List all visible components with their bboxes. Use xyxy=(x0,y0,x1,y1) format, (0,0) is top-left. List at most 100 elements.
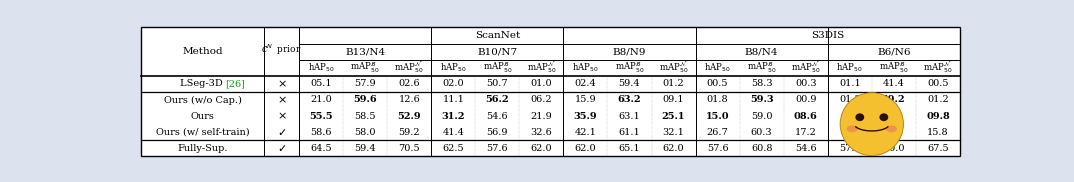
Text: mAP$^{\mathcal{B}}_{50}$: mAP$^{\mathcal{B}}_{50}$ xyxy=(614,61,644,75)
Text: 58.3: 58.3 xyxy=(751,79,772,88)
Text: 50.0: 50.0 xyxy=(883,144,904,153)
Text: $\times$: $\times$ xyxy=(277,95,287,105)
Text: LSeg-3D: LSeg-3D xyxy=(179,79,226,88)
Text: mAP$^{\mathcal{N}}_{50}$: mAP$^{\mathcal{N}}_{50}$ xyxy=(394,60,424,75)
Text: S3DIS: S3DIS xyxy=(811,31,844,40)
Text: 09.1: 09.1 xyxy=(663,96,684,104)
Text: 08.6: 08.6 xyxy=(794,112,817,121)
Text: 15.0: 15.0 xyxy=(706,112,729,121)
Text: B8/N9: B8/N9 xyxy=(613,47,647,56)
Text: 00.9: 00.9 xyxy=(795,96,816,104)
Text: 02.0: 02.0 xyxy=(442,79,464,88)
Text: 06.2: 06.2 xyxy=(531,96,552,104)
Ellipse shape xyxy=(840,93,903,156)
Text: 59.6: 59.6 xyxy=(353,96,377,104)
Text: mAP$^{\mathcal{B}}_{50}$: mAP$^{\mathcal{B}}_{50}$ xyxy=(880,61,909,75)
Text: 59.2: 59.2 xyxy=(398,128,420,137)
Text: 70.5: 70.5 xyxy=(398,144,420,153)
Text: 09.8: 09.8 xyxy=(926,112,949,121)
Text: mAP$^{\mathcal{N}}_{50}$: mAP$^{\mathcal{N}}_{50}$ xyxy=(790,60,821,75)
Text: 57.9: 57.9 xyxy=(354,79,376,88)
Text: 65.1: 65.1 xyxy=(619,144,640,153)
Text: 01.1: 01.1 xyxy=(839,79,860,88)
Text: 64.5: 64.5 xyxy=(310,144,332,153)
Text: 00.5: 00.5 xyxy=(707,79,728,88)
Text: 62.0: 62.0 xyxy=(663,144,684,153)
Text: 00.3: 00.3 xyxy=(795,79,816,88)
Text: 25.1: 25.1 xyxy=(662,112,685,121)
Text: 35.9: 35.9 xyxy=(574,112,597,121)
Text: Fully-Sup.: Fully-Sup. xyxy=(177,144,228,153)
Text: 01.2: 01.2 xyxy=(663,79,684,88)
Text: 59.4: 59.4 xyxy=(619,79,640,88)
Text: hAP$_{50}$: hAP$_{50}$ xyxy=(440,62,467,74)
Text: 00.5: 00.5 xyxy=(927,79,948,88)
Text: 01.2: 01.2 xyxy=(927,96,948,104)
Text: 12.6: 12.6 xyxy=(398,96,420,104)
Ellipse shape xyxy=(880,113,888,121)
Text: 01.0: 01.0 xyxy=(531,79,552,88)
Text: 57.4: 57.4 xyxy=(839,144,860,153)
Text: 62.5: 62.5 xyxy=(442,144,464,153)
Text: 59.0: 59.0 xyxy=(751,112,772,121)
Ellipse shape xyxy=(846,125,858,132)
Text: 62.0: 62.0 xyxy=(531,144,552,153)
Text: Ours: Ours xyxy=(190,112,215,121)
Text: 59.4: 59.4 xyxy=(354,144,376,153)
Text: 57.6: 57.6 xyxy=(487,144,508,153)
Text: 02.6: 02.6 xyxy=(398,79,420,88)
Text: 15.8: 15.8 xyxy=(927,128,948,137)
Text: B6/N6: B6/N6 xyxy=(877,47,911,56)
Text: B10/N7: B10/N7 xyxy=(477,47,518,56)
Text: 56.9: 56.9 xyxy=(487,128,508,137)
Text: 49.2: 49.2 xyxy=(882,96,905,104)
Text: 01.8: 01.8 xyxy=(707,96,728,104)
Text: $\mathcal{C}^N$  prior: $\mathcal{C}^N$ prior xyxy=(261,42,302,57)
Text: Ours (w/o Cap.): Ours (w/o Cap.) xyxy=(163,95,242,104)
Text: 60.8: 60.8 xyxy=(751,144,772,153)
Text: 41.4: 41.4 xyxy=(442,128,464,137)
Text: ScanNet: ScanNet xyxy=(475,31,520,40)
Text: 26.7: 26.7 xyxy=(707,128,728,137)
Text: 67.5: 67.5 xyxy=(927,144,948,153)
Text: 11.1: 11.1 xyxy=(442,96,464,104)
Text: hAP$_{50}$: hAP$_{50}$ xyxy=(572,62,599,74)
Text: 50.7: 50.7 xyxy=(487,79,508,88)
Text: 54.6: 54.6 xyxy=(795,144,816,153)
Text: 17.2: 17.2 xyxy=(795,128,816,137)
Text: [26]: [26] xyxy=(224,79,245,88)
Text: mAP$^{\mathcal{B}}_{50}$: mAP$^{\mathcal{B}}_{50}$ xyxy=(746,61,777,75)
Text: 21.0: 21.0 xyxy=(310,96,332,104)
Text: 62.0: 62.0 xyxy=(575,144,596,153)
Text: 57.6: 57.6 xyxy=(707,144,728,153)
Text: 54.6: 54.6 xyxy=(487,112,508,121)
Text: 58.6: 58.6 xyxy=(310,128,332,137)
Text: 42.1: 42.1 xyxy=(575,128,596,137)
Text: $\times$: $\times$ xyxy=(277,111,287,121)
Text: B8/N4: B8/N4 xyxy=(745,47,779,56)
Text: B13/N4: B13/N4 xyxy=(345,47,386,56)
Text: 02.4: 02.4 xyxy=(575,79,596,88)
Text: 21.9: 21.9 xyxy=(531,112,552,121)
Ellipse shape xyxy=(855,113,865,121)
Text: hAP$_{50}$: hAP$_{50}$ xyxy=(307,62,334,74)
Text: 58.5: 58.5 xyxy=(354,112,376,121)
Text: 41.4: 41.4 xyxy=(883,79,904,88)
Text: mAP$^{\mathcal{N}}_{50}$: mAP$^{\mathcal{N}}_{50}$ xyxy=(526,60,556,75)
Text: Method: Method xyxy=(183,47,222,56)
Text: 60.3: 60.3 xyxy=(751,128,772,137)
Text: $\checkmark$: $\checkmark$ xyxy=(277,143,287,153)
Text: mAP$^{\mathcal{N}}_{50}$: mAP$^{\mathcal{N}}_{50}$ xyxy=(924,60,953,75)
Text: 31.2: 31.2 xyxy=(441,112,465,121)
Text: 52.9: 52.9 xyxy=(397,112,421,121)
Text: 63.2: 63.2 xyxy=(618,96,641,104)
Text: 55.5: 55.5 xyxy=(309,112,333,121)
Text: mAP$^{\mathcal{B}}_{50}$: mAP$^{\mathcal{B}}_{50}$ xyxy=(350,61,380,75)
Text: hAP$_{50}$: hAP$_{50}$ xyxy=(837,62,863,74)
Text: 63.1: 63.1 xyxy=(619,112,640,121)
Text: mAP$^{\mathcal{N}}_{50}$: mAP$^{\mathcal{N}}_{50}$ xyxy=(658,60,688,75)
Text: $\checkmark$: $\checkmark$ xyxy=(277,127,287,137)
Text: 32.1: 32.1 xyxy=(663,128,684,137)
Text: 58.0: 58.0 xyxy=(354,128,376,137)
Text: Ours (w/ self-train): Ours (w/ self-train) xyxy=(156,128,249,137)
